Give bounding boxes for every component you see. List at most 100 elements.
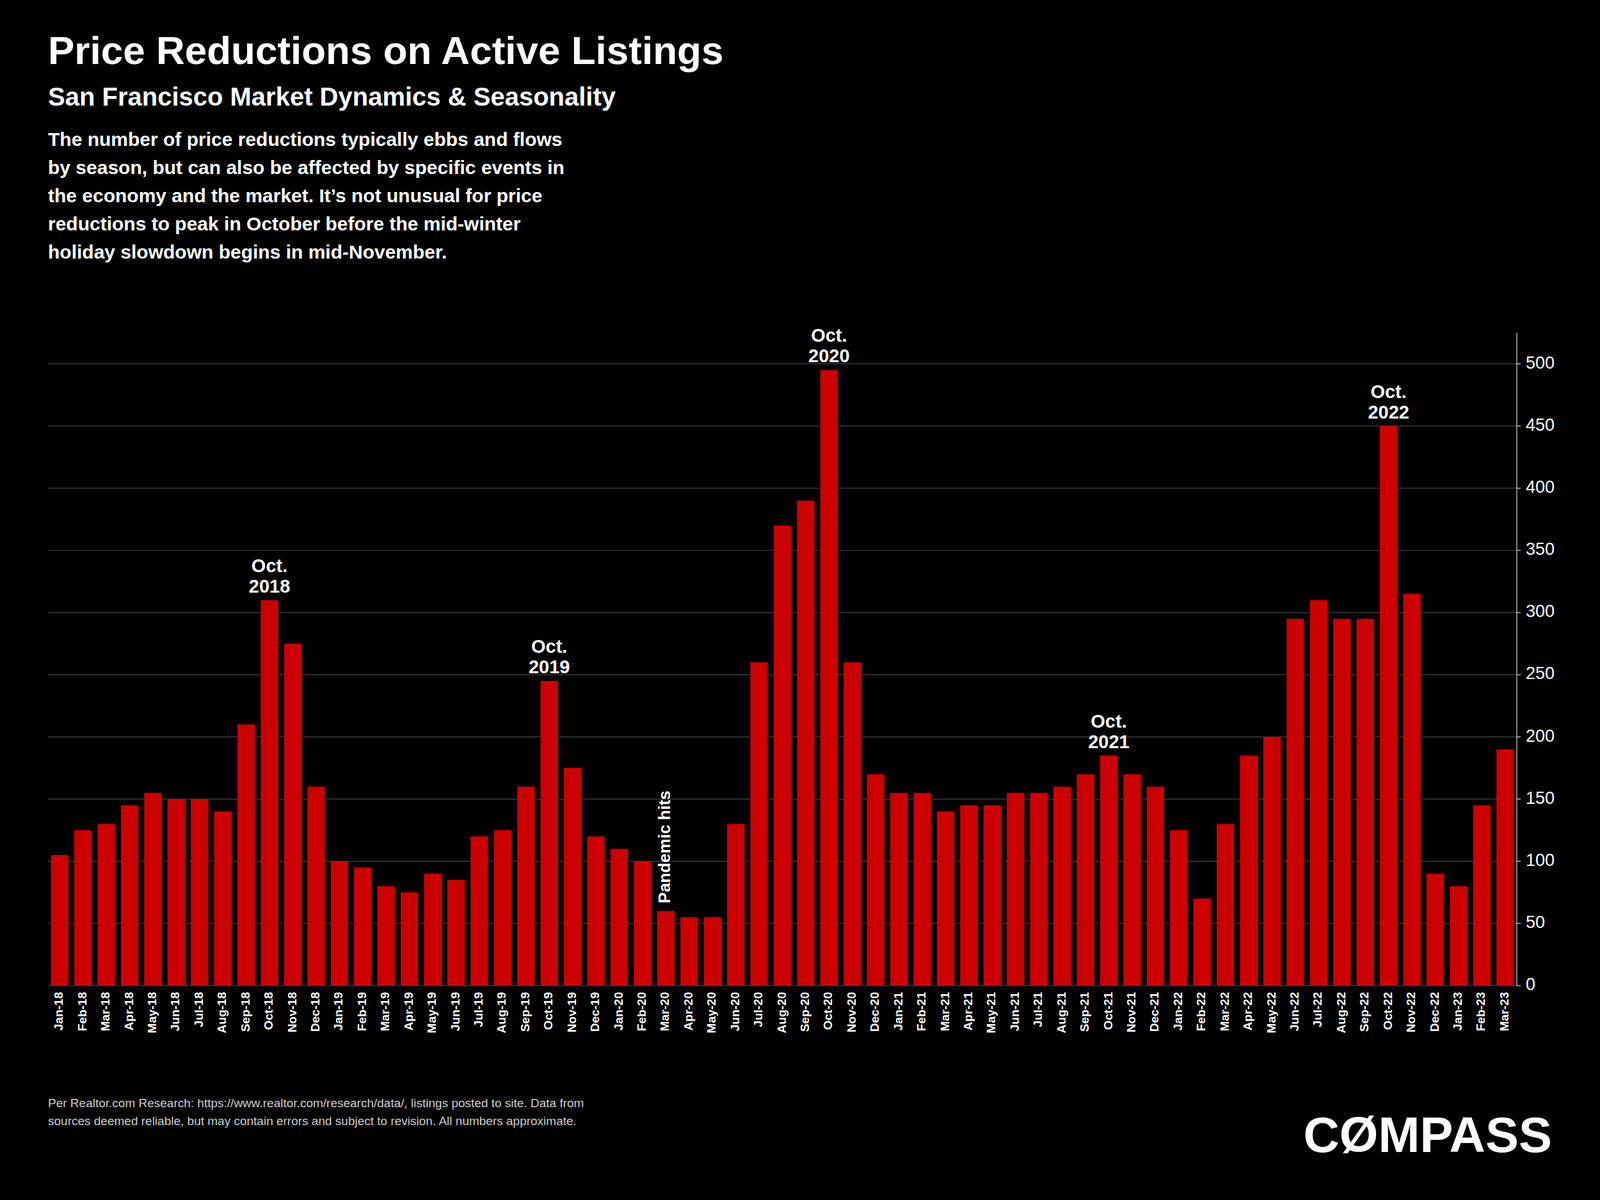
tick-label: Sep-20 <box>798 992 812 1032</box>
tick-label: Mar-19 <box>378 992 392 1032</box>
bar <box>960 805 978 986</box>
bar <box>1263 736 1281 986</box>
text-line: Oct. <box>531 636 568 657</box>
tick-label: 250 <box>1525 663 1555 683</box>
bar <box>1402 593 1421 986</box>
tick-label: Mar-23 <box>1497 992 1512 1032</box>
bar <box>586 836 605 986</box>
grid <box>48 364 1517 986</box>
tick-label: May-20 <box>704 992 719 1033</box>
tick-label: Apr-20 <box>681 992 696 1031</box>
tick-label: 500 <box>1525 353 1555 373</box>
tick-mark <box>1516 425 1521 427</box>
tick-label: Apr-21 <box>961 992 975 1032</box>
tick-label: Dec-19 <box>588 992 602 1032</box>
tick-label: 450 <box>1525 415 1555 435</box>
title: Price Reductions on Active Listings <box>48 28 724 73</box>
bar <box>167 799 185 986</box>
bar <box>610 848 628 986</box>
grid-line <box>48 425 1517 427</box>
annotation: Oct.2022 <box>1367 381 1410 423</box>
tick-mark <box>1516 487 1521 489</box>
bar <box>284 643 302 986</box>
tick-label: Sep-18 <box>238 992 253 1032</box>
bar <box>1123 774 1141 986</box>
bar <box>1310 600 1328 986</box>
tick-label: Oct-22 <box>1381 992 1395 1030</box>
tick-label: Oct-18 <box>261 992 276 1030</box>
grid-line <box>48 363 1517 365</box>
tick-label: Jun-19 <box>448 992 463 1032</box>
bar <box>867 774 885 986</box>
bar <box>1193 898 1211 986</box>
tick-label: May-21 <box>984 992 998 1034</box>
tick-label: Sep-22 <box>1357 992 1371 1032</box>
tick-mark <box>1516 860 1521 862</box>
text-line: the economy and the market. It’s not unu… <box>48 184 543 207</box>
bar <box>1379 426 1398 986</box>
bar <box>936 811 955 986</box>
tick-label: Feb-23 <box>1473 992 1488 1032</box>
tick-label: Oct-19 <box>541 992 555 1030</box>
annotations: Oct.2018Oct.2019Oct.2020Oct.2021Oct.2022… <box>248 325 1410 904</box>
bar <box>633 861 651 986</box>
bar <box>1496 749 1514 986</box>
bar <box>330 861 349 986</box>
tick-label: Jun-18 <box>168 992 182 1032</box>
text-line: by season, but can also be affected by s… <box>48 156 565 178</box>
bar <box>1146 786 1165 986</box>
bar <box>1333 618 1351 986</box>
tick-label: Jul-19 <box>471 992 486 1028</box>
tick-label: 400 <box>1525 477 1555 497</box>
bar <box>750 662 768 986</box>
bar <box>190 799 208 986</box>
tick-label: Nov-21 <box>1124 992 1138 1033</box>
tick-label: Jul-18 <box>192 992 206 1028</box>
tick-label: Sep-21 <box>1077 992 1092 1033</box>
bar <box>447 880 465 986</box>
tick-label: 350 <box>1525 539 1555 559</box>
tick-label: Dec-22 <box>1427 992 1442 1032</box>
bar <box>237 724 255 986</box>
tick-label: Aug-20 <box>775 992 789 1033</box>
tick-label: Mar-18 <box>98 992 112 1032</box>
description: The number of price reductions typically… <box>48 128 565 263</box>
tick-label: Dec-20 <box>867 992 882 1032</box>
tick-label: Aug-22 <box>1334 992 1348 1033</box>
tick-label: 50 <box>1525 912 1545 932</box>
bar <box>260 600 278 986</box>
bar <box>727 823 745 986</box>
bar <box>1286 618 1304 986</box>
bar <box>680 917 698 986</box>
bar <box>1426 873 1444 986</box>
tick-label: Jan-22 <box>1171 992 1185 1031</box>
tick-label: Jul-20 <box>751 992 765 1028</box>
tick-mark <box>1516 922 1521 924</box>
tick-label: Apr-22 <box>1240 992 1255 1031</box>
tick-label: Jan-21 <box>891 992 905 1032</box>
logo: CØMPASS <box>1303 1106 1552 1163</box>
grid-line <box>48 487 1517 489</box>
annotation: Oct.2021 <box>1088 711 1130 752</box>
tick-label: Feb-18 <box>75 992 89 1032</box>
tick-label: 100 <box>1525 850 1555 870</box>
bar <box>97 823 115 986</box>
bar <box>214 811 232 986</box>
text-line: Oct. <box>251 555 288 576</box>
text-line: Oct. <box>1090 711 1127 732</box>
tick-label: Nov-19 <box>565 992 579 1033</box>
tick-label: Jul-21 <box>1031 992 1045 1028</box>
text-line: 2018 <box>248 576 291 597</box>
bar <box>470 836 488 986</box>
tick-label: May-18 <box>145 992 159 1033</box>
bar <box>1216 823 1234 986</box>
tick-label: Nov-18 <box>285 992 299 1033</box>
bar <box>494 830 512 986</box>
background <box>0 0 1600 1200</box>
bar <box>1473 805 1491 986</box>
bar <box>1053 786 1071 986</box>
subtitle: San Francisco Market Dynamics & Seasonal… <box>48 82 617 111</box>
bar <box>657 910 675 986</box>
bar <box>1449 886 1467 986</box>
tick-label: Feb-21 <box>914 992 928 1032</box>
